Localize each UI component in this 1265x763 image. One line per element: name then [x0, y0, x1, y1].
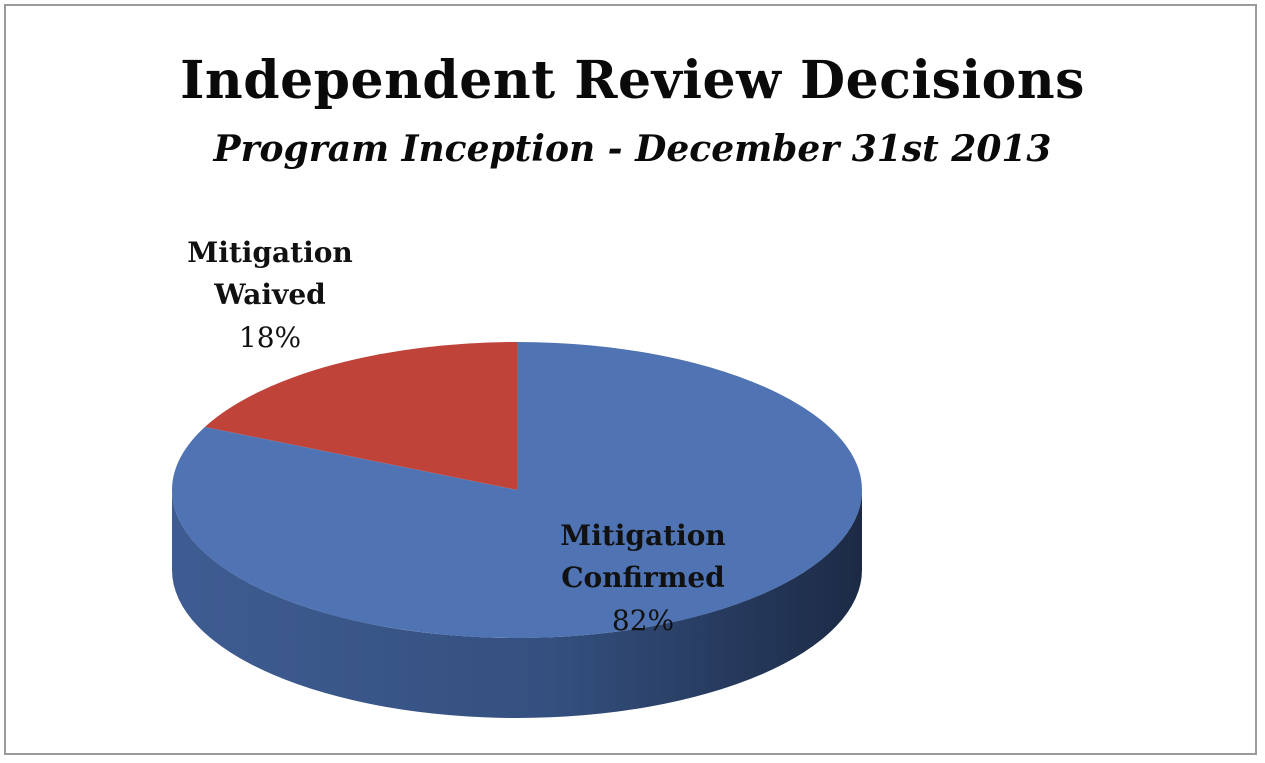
pie-slice-confirmed [171, 342, 862, 638]
slice-label-line: Waived [213, 278, 325, 311]
pie-layer [171, 342, 862, 718]
chart-title: Independent Review Decisions [180, 50, 1085, 111]
pie-side-wall [172, 490, 862, 718]
slice-label-confirmed: Mitigation Confirmed 82% [560, 519, 726, 637]
slice-label-waived: Mitigation Waived 18% [187, 236, 353, 354]
label-layer: Mitigation Waived 18% Mitigation Confirmed 82… [187, 236, 726, 637]
pie-slice-waived [204, 342, 518, 490]
slice-label-line: Confirmed [561, 561, 724, 594]
slice-label-line: Mitigation [187, 236, 353, 269]
slice-value-label: 18% [239, 321, 301, 354]
chart-subtitle: Program Inception - December 31st 2013 [213, 128, 1052, 170]
slice-label-line: Mitigation [560, 519, 726, 552]
slice-value-label: 82% [612, 604, 674, 637]
